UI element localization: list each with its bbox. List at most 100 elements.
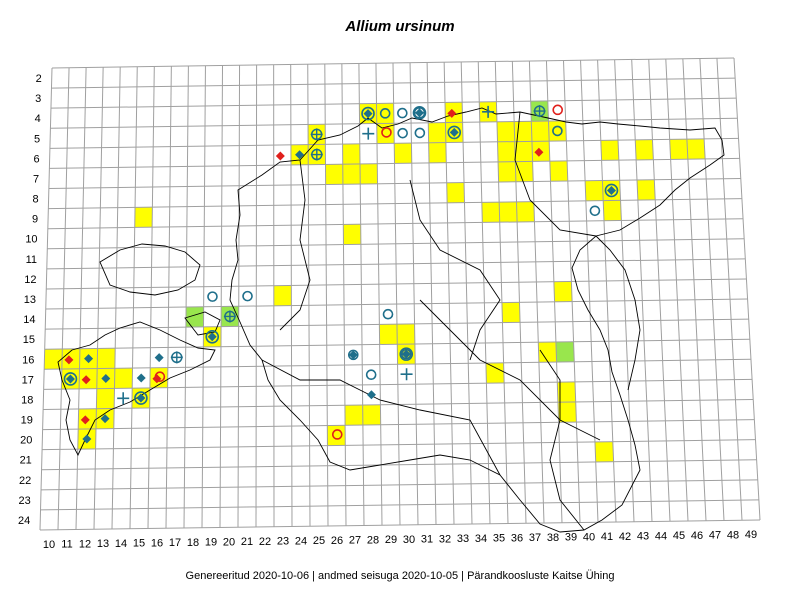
county-border-6 — [539, 349, 585, 531]
column-label: 26 — [331, 535, 343, 547]
grid-line-vertical — [665, 58, 689, 522]
row-label: 13 — [24, 294, 36, 306]
row-label: 9 — [32, 214, 38, 226]
occurrence-cell-yellow — [134, 207, 153, 228]
row-label: 5 — [34, 133, 40, 145]
blue-diamond-marker — [84, 354, 94, 364]
grid-line-vertical — [201, 65, 206, 528]
grid-line-vertical — [443, 62, 455, 525]
blue-diamond-marker — [82, 434, 92, 444]
grid-line-horizontal — [39, 519, 761, 531]
column-label: 48 — [727, 529, 739, 541]
grid-line-horizontal — [41, 459, 757, 471]
ringed-diamond-marker — [401, 349, 411, 359]
column-label: 18 — [187, 537, 199, 549]
row-label: 22 — [19, 475, 31, 487]
row-label: 4 — [35, 113, 41, 125]
crosshair-lines — [413, 106, 426, 119]
grid-line-vertical — [733, 57, 761, 521]
occurrence-cell-yellow — [376, 103, 394, 124]
county-border-2 — [409, 179, 501, 361]
ring-marker — [447, 125, 462, 140]
grid-line-horizontal — [44, 358, 751, 370]
ringed-diamond-marker — [65, 374, 75, 384]
ringed-diamond-marker — [449, 127, 459, 137]
column-label: 49 — [745, 529, 757, 541]
red-diamond-marker — [64, 355, 74, 365]
plus-marker — [117, 392, 130, 405]
occurrence-cell-yellow — [549, 160, 568, 182]
row-label: 16 — [22, 354, 34, 366]
blue-circle-marker — [397, 127, 408, 139]
occurrence-cell-yellow — [327, 425, 346, 446]
row-label: 10 — [25, 234, 37, 246]
occurrence-cell-yellow — [496, 121, 515, 142]
county-border-4 — [419, 299, 601, 441]
occurrence-cell-yellow — [97, 348, 116, 369]
occurrence-cell-yellow — [44, 348, 63, 370]
column-label: 29 — [385, 534, 397, 546]
occurrence-cell-yellow — [396, 323, 415, 345]
occurrence-cell-yellow — [344, 404, 363, 426]
occurrence-cell-yellow — [446, 182, 465, 203]
occurrence-cell-yellow — [96, 388, 115, 409]
grid-line-vertical — [597, 59, 617, 523]
column-label: 30 — [403, 534, 415, 546]
grid-line-vertical — [290, 64, 293, 527]
column-label: 12 — [79, 538, 91, 550]
row-label: 18 — [21, 394, 33, 406]
row-label: 6 — [34, 153, 40, 165]
ring-marker — [399, 347, 414, 361]
column-label: 45 — [673, 530, 685, 542]
grid-line-vertical — [129, 66, 138, 529]
plus-marker — [400, 368, 413, 381]
crosshair-lines — [310, 128, 323, 141]
occurrence-cell-yellow — [394, 143, 412, 164]
grid-line-horizontal — [50, 97, 737, 109]
footer-separator-2: | — [461, 570, 465, 582]
generated-date: Genereeritud 2020-10-06 — [185, 570, 310, 582]
blue-circle-marker — [365, 369, 377, 381]
grid-line-vertical — [255, 64, 258, 528]
grid-line-horizontal — [47, 238, 745, 250]
county-border-3 — [514, 111, 597, 237]
grid-line-horizontal — [49, 157, 740, 169]
grid-line-vertical — [528, 60, 545, 524]
blue-diamond-marker — [366, 390, 376, 400]
column-label: 35 — [493, 533, 505, 545]
column-label: 10 — [43, 539, 55, 551]
occurrence-cell-yellow — [548, 120, 567, 142]
grid-line-vertical — [75, 67, 87, 530]
grid-line-horizontal — [46, 258, 746, 270]
column-label: 23 — [277, 536, 289, 548]
crosshair-lines — [170, 351, 183, 364]
column-label: 20 — [223, 536, 235, 548]
grid-line-vertical — [307, 64, 311, 527]
row-label: 15 — [23, 334, 35, 346]
plus-marker — [482, 105, 495, 118]
ringed-diamond-marker — [207, 332, 217, 342]
row-label: 12 — [24, 274, 36, 286]
occurrence-cell-yellow — [497, 141, 516, 162]
row-label: 8 — [32, 194, 38, 206]
blue-circle-marker — [242, 290, 253, 302]
grid-line-vertical — [183, 65, 189, 529]
occurrence-cell-yellow — [481, 202, 500, 223]
column-label: 36 — [511, 532, 523, 544]
crosshair-lines — [310, 148, 323, 161]
row-label: 24 — [18, 515, 30, 527]
occurrence-cell-yellow — [603, 200, 622, 221]
grid-line-vertical — [477, 61, 491, 524]
blue-diamond-marker — [348, 350, 358, 360]
grid-line-horizontal — [45, 318, 749, 330]
row-label: 19 — [21, 415, 33, 427]
occurrence-cell-yellow — [594, 441, 614, 462]
red-diamond-marker — [152, 374, 162, 384]
grid-line-vertical — [426, 62, 437, 525]
occurrence-cell-yellow — [376, 123, 395, 144]
ring-marker — [361, 106, 375, 121]
grid-line-vertical — [494, 61, 509, 524]
grid-line-vertical — [165, 66, 172, 529]
column-label: 40 — [583, 531, 595, 543]
grid-line-vertical — [147, 66, 155, 529]
